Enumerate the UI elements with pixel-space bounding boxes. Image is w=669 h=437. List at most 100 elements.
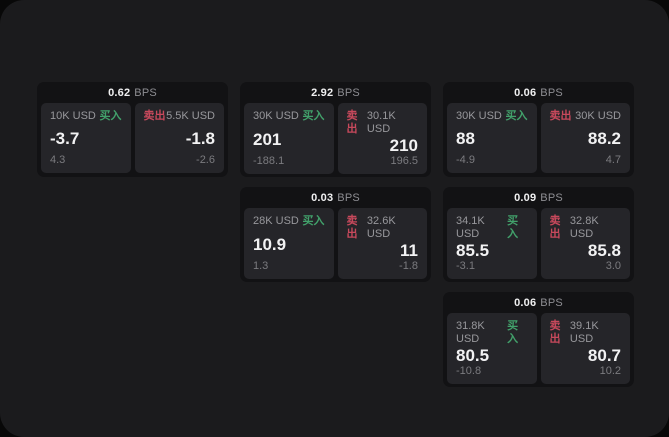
quote-card-6: 0.06 BPS 31.8K USD 买入 80.5 -10.8 卖出 39.1…: [443, 292, 634, 387]
sell-amount: 5.5K USD: [166, 110, 215, 122]
buy-side-label: 买入: [505, 110, 528, 122]
quote-card-4: 0.03 BPS 28K USD 买入 10.9 1.3 卖出 32.6K US…: [240, 187, 431, 282]
bps-unit-label: BPS: [337, 191, 360, 204]
sell-side-label: 卖出: [143, 110, 166, 122]
bps-value: 0.06: [514, 296, 537, 309]
sell-quote-panel[interactable]: 卖出 32.6K USD 11 -1.8: [337, 208, 427, 279]
sell-price: 88.2: [587, 129, 621, 148]
quote-panels: 10K USD 买入 -3.7 4.3 卖出 5.5K USD -1.8 -2.…: [37, 103, 228, 177]
buy-side-label: 买入: [302, 215, 325, 227]
quote-panels: 30K USD 买入 88 -4.9 卖出 30K USD 88.2 4.7: [443, 103, 634, 177]
sell-quote-panel[interactable]: 卖出 5.5K USD -1.8 -2.6: [134, 103, 224, 173]
bps-header: 0.09 BPS: [443, 187, 634, 208]
bps-value: 0.06: [514, 86, 537, 99]
sell-toprow: 卖出 30.1K USD: [347, 110, 419, 136]
sell-quote-panel[interactable]: 卖出 39.1K USD 80.7 10.2: [540, 313, 630, 384]
sell-amount: 39.1K USD: [569, 320, 599, 345]
buy-quote-panel[interactable]: 34.1K USD 买入 85.5 -3.1: [447, 208, 537, 279]
quote-card-2: 2.92 BPS 30K USD 买入 201 -188.1 卖出 30.1K …: [240, 82, 431, 177]
buy-amount: 28K USD: [253, 215, 299, 227]
buy-sub-value: -3.1: [456, 260, 475, 272]
sell-price: 11: [400, 241, 418, 260]
quote-panels: 30K USD 买入 201 -188.1 卖出 30.1K USD 210 1…: [240, 103, 431, 178]
buy-quote-panel[interactable]: 30K USD 买入 88 -4.9: [447, 103, 537, 173]
buy-amount: 10K USD: [50, 110, 96, 122]
buy-sub-value: 4.3: [50, 154, 66, 166]
buy-quote-panel[interactable]: 28K USD 买入 10.9 1.3: [244, 208, 334, 279]
sell-side-label: 卖出: [549, 110, 572, 122]
buy-toprow: 31.8K USD 买入: [456, 320, 528, 346]
sell-sub-value: 4.7: [605, 154, 621, 166]
bps-value: 2.92: [311, 86, 334, 99]
sell-toprow: 卖出 32.6K USD: [347, 215, 419, 241]
buy-price: 80.5: [456, 346, 490, 365]
buy-price: 10.9: [253, 234, 287, 254]
bps-value: 0.03: [311, 191, 334, 204]
buy-sub-value: -4.9: [456, 154, 475, 166]
sell-price: 85.8: [587, 241, 621, 260]
bps-value: 0.62: [108, 86, 131, 99]
buy-toprow: 30K USD 买入: [456, 110, 528, 123]
sell-sub-value: 3.0: [605, 260, 621, 272]
buy-price: -3.7: [50, 129, 80, 148]
bps-header: 0.06 BPS: [443, 82, 634, 103]
sell-sub-value: -2.6: [196, 154, 215, 166]
quote-panels: 28K USD 买入 10.9 1.3 卖出 32.6K USD 11 -1.8: [240, 208, 431, 283]
sell-toprow: 卖出 39.1K USD: [550, 320, 622, 346]
sell-sub-value: -1.8: [399, 260, 418, 272]
buy-side-label: 买入: [507, 320, 519, 345]
bps-value: 0.09: [514, 191, 537, 204]
buy-sub-value: -188.1: [253, 155, 285, 167]
sell-toprow: 卖出 30K USD: [550, 110, 622, 123]
buy-side-label: 买入: [302, 110, 325, 122]
buy-amount: 30K USD: [253, 110, 299, 122]
sell-quote-panel[interactable]: 卖出 30K USD 88.2 4.7: [540, 103, 630, 173]
bps-header: 0.03 BPS: [240, 187, 431, 208]
buy-amount: 31.8K USD: [456, 320, 485, 345]
quote-panels: 31.8K USD 买入 80.5 -10.8 卖出 39.1K USD 80.…: [443, 313, 634, 388]
bps-unit-label: BPS: [134, 86, 157, 99]
buy-toprow: 10K USD 买入: [50, 110, 122, 123]
quote-card-3: 0.06 BPS 30K USD 买入 88 -4.9 卖出 30K USD 8…: [443, 82, 634, 177]
bps-unit-label: BPS: [540, 86, 563, 99]
buy-toprow: 30K USD 买入: [253, 110, 325, 123]
bps-header: 2.92 BPS: [240, 82, 431, 103]
sell-side-label: 卖出: [346, 215, 358, 240]
buy-price: 88: [456, 129, 475, 148]
sell-amount: 32.8K USD: [569, 215, 599, 240]
bps-header: 0.06 BPS: [443, 292, 634, 313]
sell-side-label: 卖出: [346, 110, 358, 135]
sell-quote-panel[interactable]: 卖出 30.1K USD 210 196.5: [337, 103, 427, 174]
sell-side-label: 卖出: [549, 215, 561, 240]
sell-sub-value: 10.2: [599, 365, 621, 377]
buy-amount: 34.1K USD: [456, 215, 485, 240]
sell-amount: 30.1K USD: [366, 110, 396, 135]
buy-price: 201: [253, 129, 282, 149]
quote-panels: 34.1K USD 买入 85.5 -3.1 卖出 32.8K USD 85.8…: [443, 208, 634, 283]
sell-toprow: 卖出 5.5K USD: [144, 110, 216, 123]
sell-sub-value: 196.5: [390, 155, 418, 167]
quote-card-5: 0.09 BPS 34.1K USD 买入 85.5 -3.1 卖出 32.8K…: [443, 187, 634, 282]
bps-header: 0.62 BPS: [37, 82, 228, 103]
sell-toprow: 卖出 32.8K USD: [550, 215, 622, 241]
bps-unit-label: BPS: [540, 296, 563, 309]
quote-card-1: 0.62 BPS 10K USD 买入 -3.7 4.3 卖出 5.5K USD…: [37, 82, 228, 177]
sell-quote-panel[interactable]: 卖出 32.8K USD 85.8 3.0: [540, 208, 630, 279]
buy-price: 85.5: [456, 241, 490, 260]
sell-price: 210: [389, 136, 418, 155]
sell-amount: 32.6K USD: [366, 215, 396, 240]
bps-unit-label: BPS: [540, 191, 563, 204]
bps-unit-label: BPS: [337, 86, 360, 99]
sell-amount: 30K USD: [575, 110, 621, 122]
buy-side-label: 买入: [507, 215, 519, 240]
buy-toprow: 28K USD 买入: [253, 215, 325, 228]
buy-quote-panel[interactable]: 30K USD 买入 201 -188.1: [244, 103, 334, 174]
buy-sub-value: 1.3: [253, 260, 269, 272]
sell-side-label: 卖出: [549, 320, 561, 345]
buy-amount: 30K USD: [456, 110, 502, 122]
buy-side-label: 买入: [99, 110, 122, 122]
buy-quote-panel[interactable]: 10K USD 买入 -3.7 4.3: [41, 103, 131, 173]
buy-quote-panel[interactable]: 31.8K USD 买入 80.5 -10.8: [447, 313, 537, 384]
buy-sub-value: -10.8: [456, 365, 482, 377]
